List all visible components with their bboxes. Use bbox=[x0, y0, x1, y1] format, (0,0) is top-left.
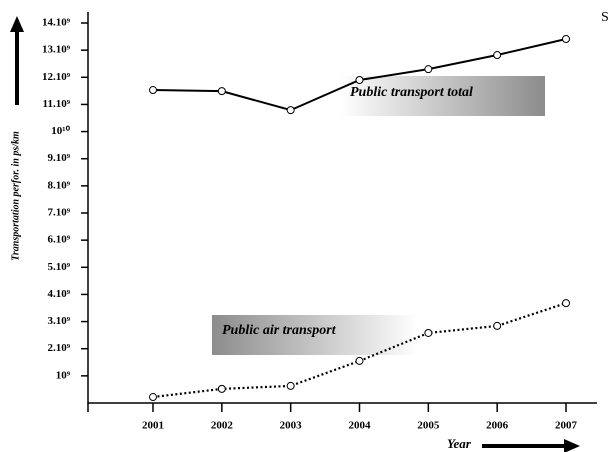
y-tick-label: 13.10⁹ bbox=[42, 44, 71, 56]
y-tick-label: 10¹⁰ bbox=[51, 125, 70, 137]
x-tick-label: 2004 bbox=[349, 420, 372, 432]
x-tick-label: 2003 bbox=[280, 420, 303, 432]
data-point bbox=[217, 384, 226, 393]
data-point bbox=[424, 65, 433, 74]
data-point bbox=[149, 86, 157, 95]
series-label: Public transport total bbox=[350, 85, 473, 100]
y-tick-label: 8.10⁹ bbox=[47, 179, 70, 191]
data-point bbox=[493, 51, 502, 60]
data-point bbox=[424, 328, 433, 337]
y-tick-label: 11.10⁹ bbox=[43, 98, 71, 110]
data-point bbox=[286, 106, 295, 115]
annotation: S bbox=[601, 10, 608, 25]
y-tick-label: 4.10⁹ bbox=[47, 288, 70, 300]
y-arrow-head bbox=[10, 16, 24, 32]
x-tick-label: 2001 bbox=[142, 420, 164, 432]
data-point bbox=[493, 321, 502, 330]
label-box bbox=[340, 76, 545, 116]
label-box bbox=[212, 315, 418, 355]
data-point bbox=[355, 356, 364, 365]
y-tick-label: 9.10⁹ bbox=[47, 152, 70, 164]
data-point bbox=[286, 381, 295, 390]
y-tick-label: 6.10⁹ bbox=[47, 234, 70, 246]
x-axis-label: Year bbox=[447, 436, 472, 451]
y-tick-label: 14.10⁹ bbox=[42, 17, 71, 29]
y-tick-label: 3.10⁹ bbox=[47, 315, 70, 327]
series-label: Public air transport bbox=[222, 323, 337, 338]
y-tick-label: 7.10⁹ bbox=[47, 207, 70, 219]
data-point bbox=[562, 35, 570, 44]
x-tick-label: 2002 bbox=[211, 420, 234, 432]
data-point bbox=[355, 76, 364, 84]
y-axis-label: Transportation perfor. in ps/km bbox=[10, 131, 21, 261]
x-arrow-head bbox=[564, 439, 580, 452]
x-tick-label: 2005 bbox=[417, 420, 440, 432]
data-point bbox=[562, 299, 570, 308]
y-tick-label: 5.10⁹ bbox=[47, 261, 70, 273]
x-tick-label: 2007 bbox=[555, 420, 578, 432]
data-point bbox=[217, 87, 226, 96]
x-tick-label: 2006 bbox=[486, 420, 509, 432]
y-tick-label: 12.10⁹ bbox=[42, 71, 71, 83]
y-tick-label: 10⁹ bbox=[56, 369, 71, 381]
data-point bbox=[149, 393, 157, 402]
y-tick-label: 2.10⁹ bbox=[47, 342, 70, 354]
